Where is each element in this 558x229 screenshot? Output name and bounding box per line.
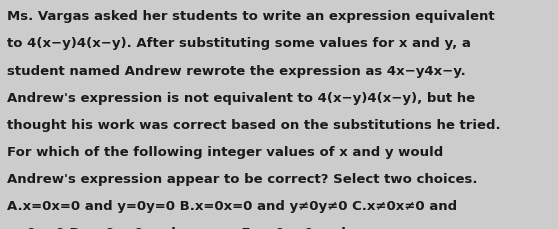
Text: student named Andrew rewrote the expression as 4x−y4x−y.: student named Andrew rewrote the express… — [7, 64, 465, 77]
Text: For which of the following integer values of x and y would: For which of the following integer value… — [7, 145, 443, 158]
Text: thought his work was correct based on the substitutions he tried.: thought his work was correct based on th… — [7, 118, 501, 131]
Text: to 4(x−y)4(x−y). After substituting some values for x and y, a: to 4(x−y)4(x−y). After substituting some… — [7, 37, 470, 50]
Text: Andrew's expression is not equivalent to 4(x−y)4(x−y), but he: Andrew's expression is not equivalent to… — [7, 91, 475, 104]
Text: Ms. Vargas asked her students to write an expression equivalent: Ms. Vargas asked her students to write a… — [7, 10, 494, 23]
Text: A.x=0x=0 and y=0y=0 B.x=0x=0 and y≠0y≠0 C.x≠0x≠0 and: A.x=0x=0 and y=0y=0 B.x=0x=0 and y≠0y≠0 … — [7, 199, 457, 213]
Text: Andrew's expression appear to be correct? Select two choices.: Andrew's expression appear to be correct… — [7, 172, 477, 185]
Text: y=0y=0 D.x≠0x≠0 and x=yx=y E.x≠0x≠0 and x=−y: y=0y=0 D.x≠0x≠0 and x=yx=y E.x≠0x≠0 and … — [7, 226, 389, 229]
